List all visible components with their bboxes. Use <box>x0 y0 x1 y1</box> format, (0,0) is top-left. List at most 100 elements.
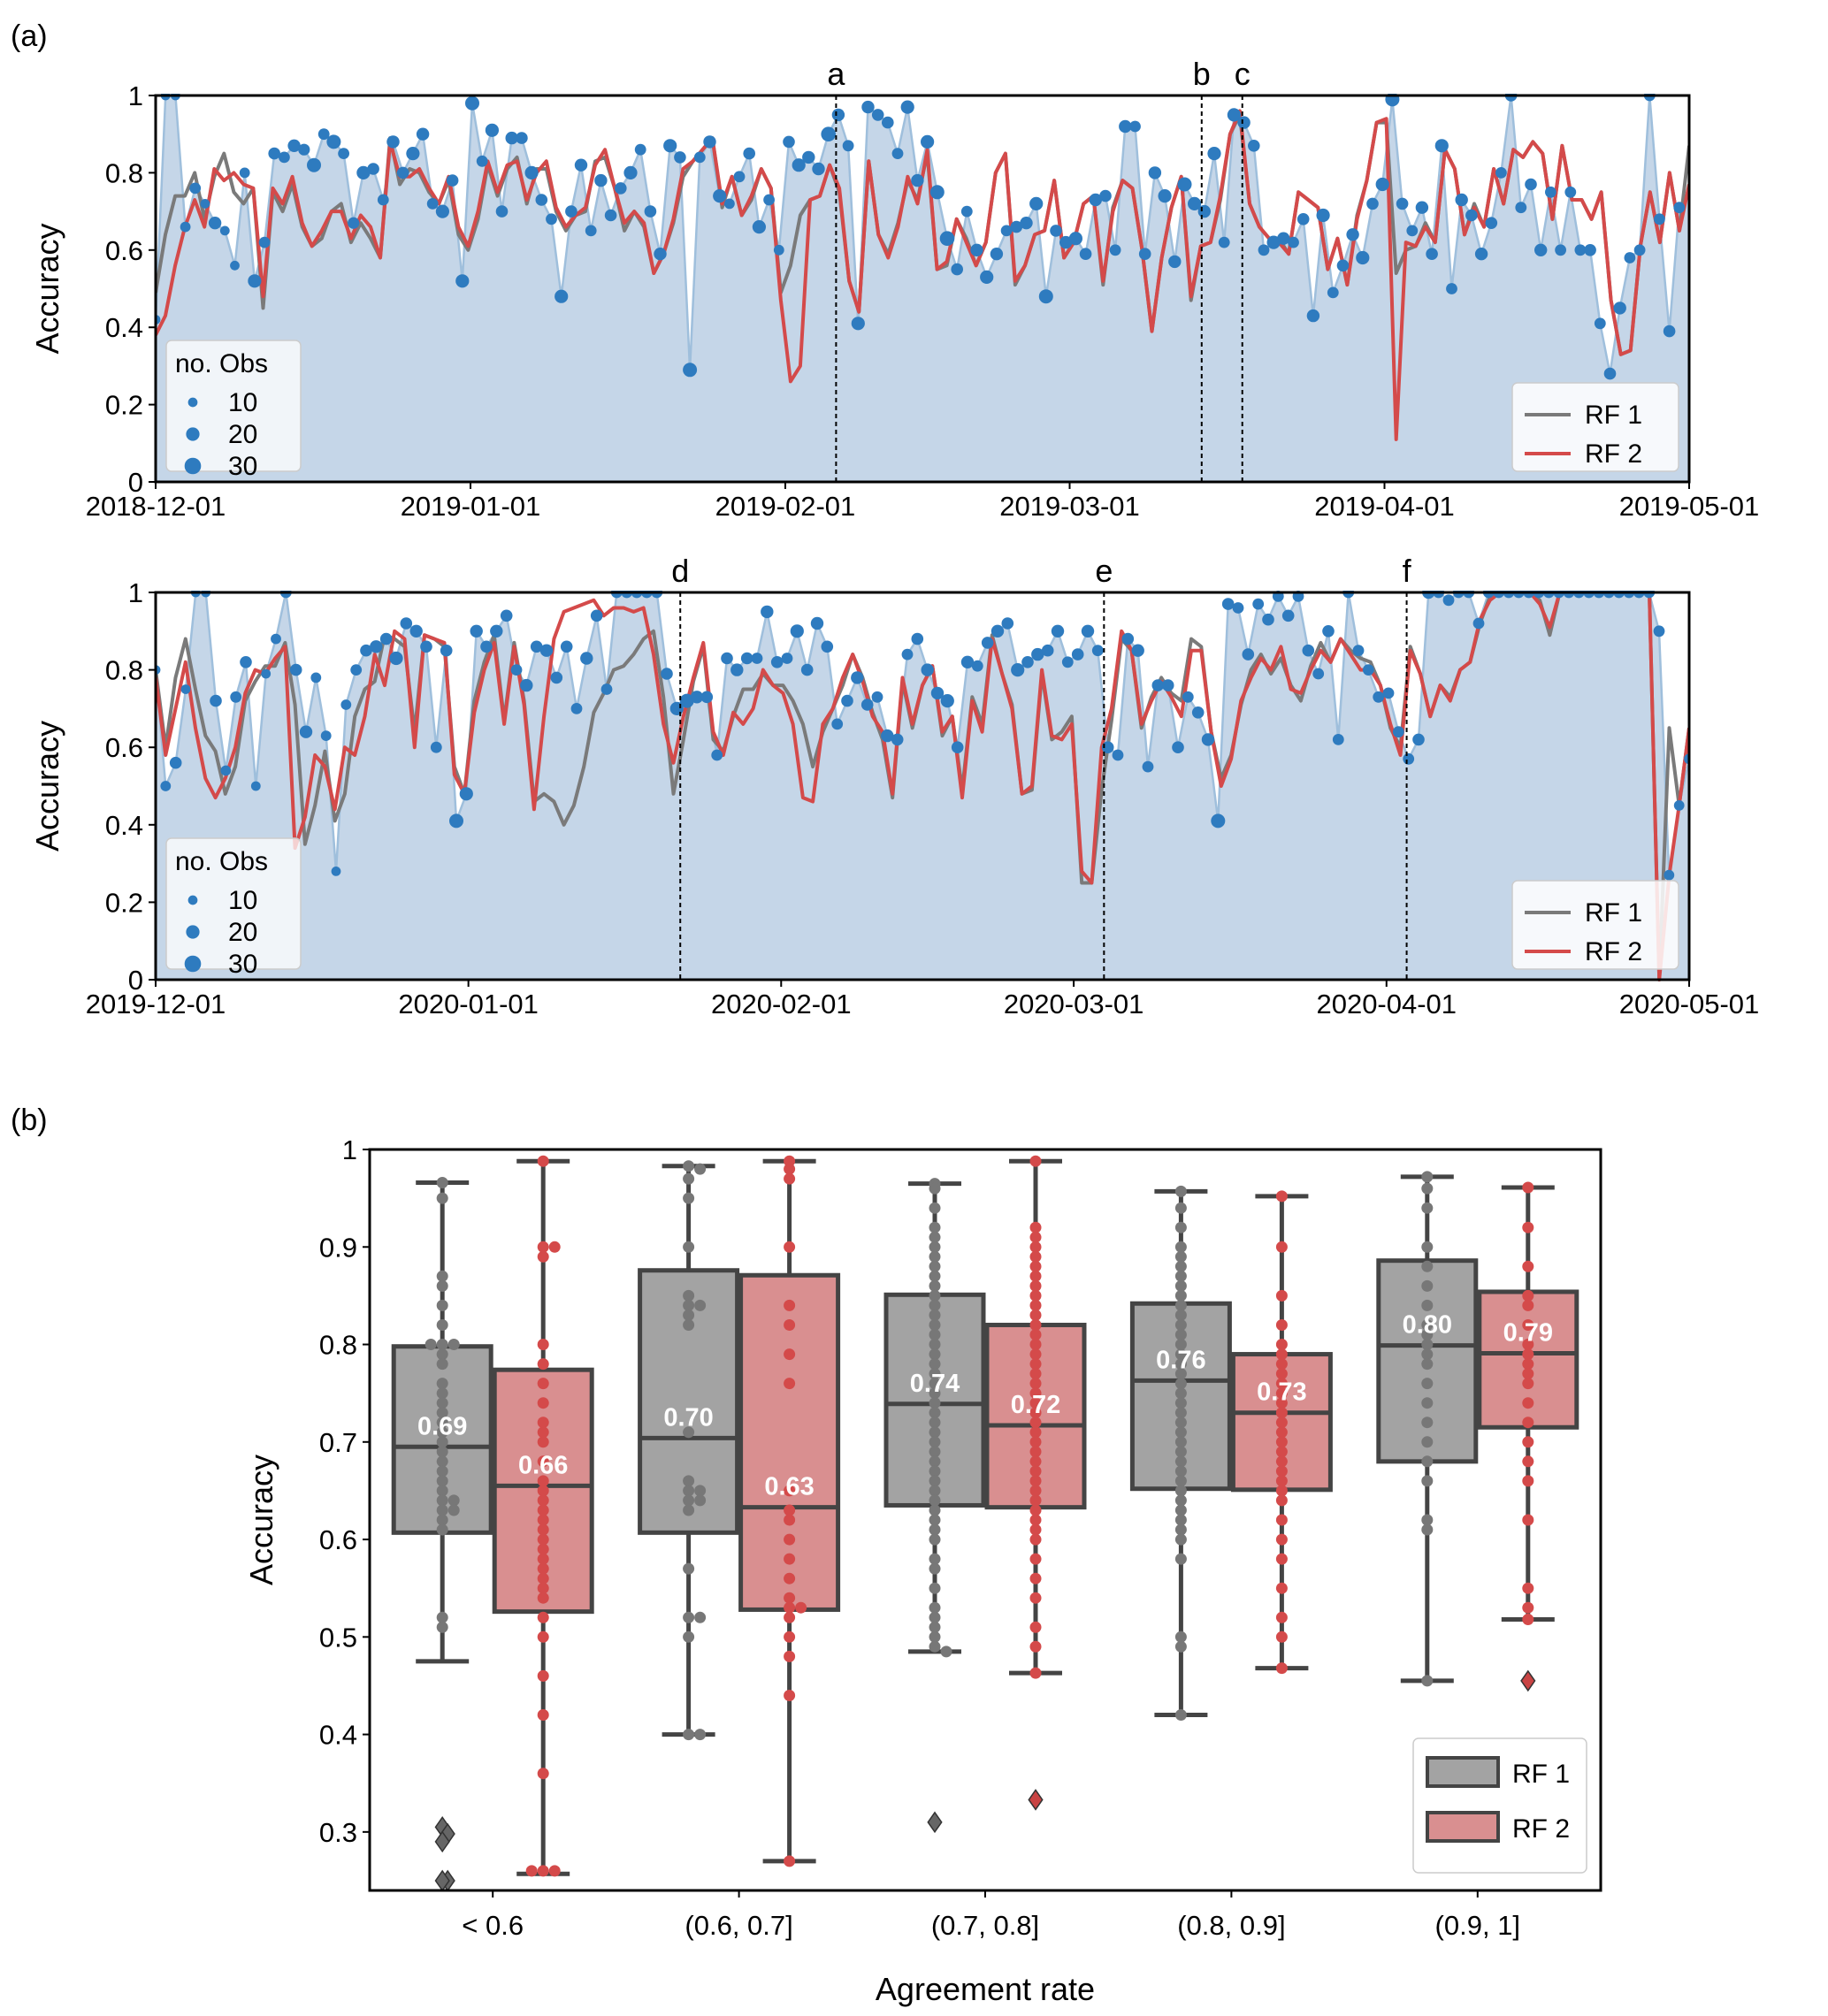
swarm-point <box>537 1630 549 1643</box>
plot-area <box>156 591 1689 981</box>
observation-point <box>1366 197 1379 210</box>
observation-point <box>891 148 904 160</box>
swarm-point <box>436 1177 448 1188</box>
swarm-point <box>537 1475 549 1487</box>
swarm-point <box>447 1339 460 1350</box>
observation-point <box>921 663 934 676</box>
observation-point <box>1138 248 1151 261</box>
x-tick-label: 2020-05-01 <box>1619 989 1760 1019</box>
median-value-label: 0.80 <box>1403 1311 1452 1340</box>
swarm-point <box>537 1562 549 1575</box>
observation-point <box>406 147 420 161</box>
observation-point <box>800 663 814 676</box>
observation-point <box>299 725 313 738</box>
swarm-point <box>537 1378 549 1390</box>
observation-point <box>761 605 774 619</box>
swarm-point <box>537 1592 549 1604</box>
swarm-point <box>1275 1368 1288 1380</box>
observation-point <box>180 221 191 233</box>
observation-point <box>1061 656 1074 668</box>
observation-point <box>939 231 955 247</box>
observation-point <box>1296 213 1310 225</box>
x-tick-label: 2020-03-01 <box>1004 989 1144 1019</box>
observation-point <box>307 157 321 172</box>
observation-point <box>1316 208 1330 223</box>
swarm-point <box>1522 1455 1534 1468</box>
swarm-point <box>683 1729 695 1741</box>
swarm-point <box>436 1192 448 1204</box>
observation-point <box>1288 236 1299 248</box>
observation-point <box>921 134 935 149</box>
swarm-point <box>1421 1417 1434 1429</box>
swarm-point <box>1421 1202 1434 1214</box>
swarm-point <box>929 1475 941 1487</box>
observation-point <box>693 151 706 164</box>
swarm-point <box>548 1241 561 1253</box>
swarm-point <box>929 1368 941 1380</box>
observation-point <box>821 126 836 141</box>
swarm-point <box>1275 1241 1288 1253</box>
swarm-point <box>1174 1368 1187 1380</box>
swarm-point <box>1029 1368 1042 1380</box>
observation-point <box>520 678 533 692</box>
swarm-point <box>1174 1348 1187 1361</box>
observation-point <box>740 652 753 665</box>
panel-label-a: (a) <box>11 19 48 53</box>
observation-point <box>831 108 845 122</box>
swarm-point <box>784 1514 796 1526</box>
swarm-point <box>1421 1475 1434 1487</box>
event-label-a: a <box>827 56 845 92</box>
swarm-point <box>784 1553 796 1565</box>
observation-point <box>733 171 746 183</box>
swarm-point <box>436 1475 448 1487</box>
observation-point <box>1455 193 1468 207</box>
observation-point <box>871 691 883 703</box>
swarm-point <box>683 1611 695 1623</box>
swarm-point <box>537 1504 549 1516</box>
size-legend-label: 10 <box>228 388 257 417</box>
observation-point <box>230 691 242 703</box>
swarm-point <box>1275 1417 1288 1429</box>
swarm-point <box>929 1279 941 1292</box>
observation-point <box>831 718 844 730</box>
observation-point <box>560 640 573 653</box>
swarm-point <box>1275 1662 1288 1675</box>
swarm-point <box>1029 1533 1042 1546</box>
swarm-point <box>436 1436 448 1448</box>
swarm-point <box>1174 1309 1187 1321</box>
swarm-point <box>1522 1614 1534 1625</box>
box-1-3: 0.74 <box>883 1178 986 1834</box>
size-legend-label: 20 <box>228 420 257 449</box>
observation-point <box>960 205 973 218</box>
x-tick-label: 2020-01-01 <box>398 989 539 1019</box>
observation-point <box>871 109 884 121</box>
swarm-point <box>436 1270 448 1282</box>
median-value-label: 0.63 <box>764 1473 814 1501</box>
swarm-point <box>694 1299 707 1311</box>
swarm-point <box>436 1494 448 1507</box>
observation-point <box>289 663 302 676</box>
swarm-point <box>436 1387 448 1400</box>
observation-point <box>1653 625 1665 638</box>
observation-point <box>679 693 694 708</box>
swarm-point <box>929 1319 941 1331</box>
swarm-point <box>929 1231 941 1243</box>
observation-point <box>1218 236 1230 248</box>
swarm-point <box>1174 1221 1187 1233</box>
swarm-point <box>683 1172 695 1185</box>
observation-point <box>1385 94 1400 107</box>
swarm-point <box>436 1514 448 1526</box>
swarm-point <box>436 1446 448 1458</box>
observation-point <box>1382 687 1395 699</box>
y-tick-label: 0.6 <box>105 235 143 266</box>
swarm-point <box>1174 1455 1187 1468</box>
observation-point <box>1673 800 1685 811</box>
box-2-5: 0.79 <box>1477 1181 1579 1692</box>
y-tick-label: 0.9 <box>319 1232 357 1263</box>
box-1-4: 0.76 <box>1129 1185 1232 1721</box>
swarm-point <box>929 1270 941 1282</box>
swarm-point <box>929 1514 941 1526</box>
observation-point <box>1112 749 1124 761</box>
swarm-point <box>1029 1289 1042 1302</box>
swarm-point <box>1421 1329 1434 1340</box>
